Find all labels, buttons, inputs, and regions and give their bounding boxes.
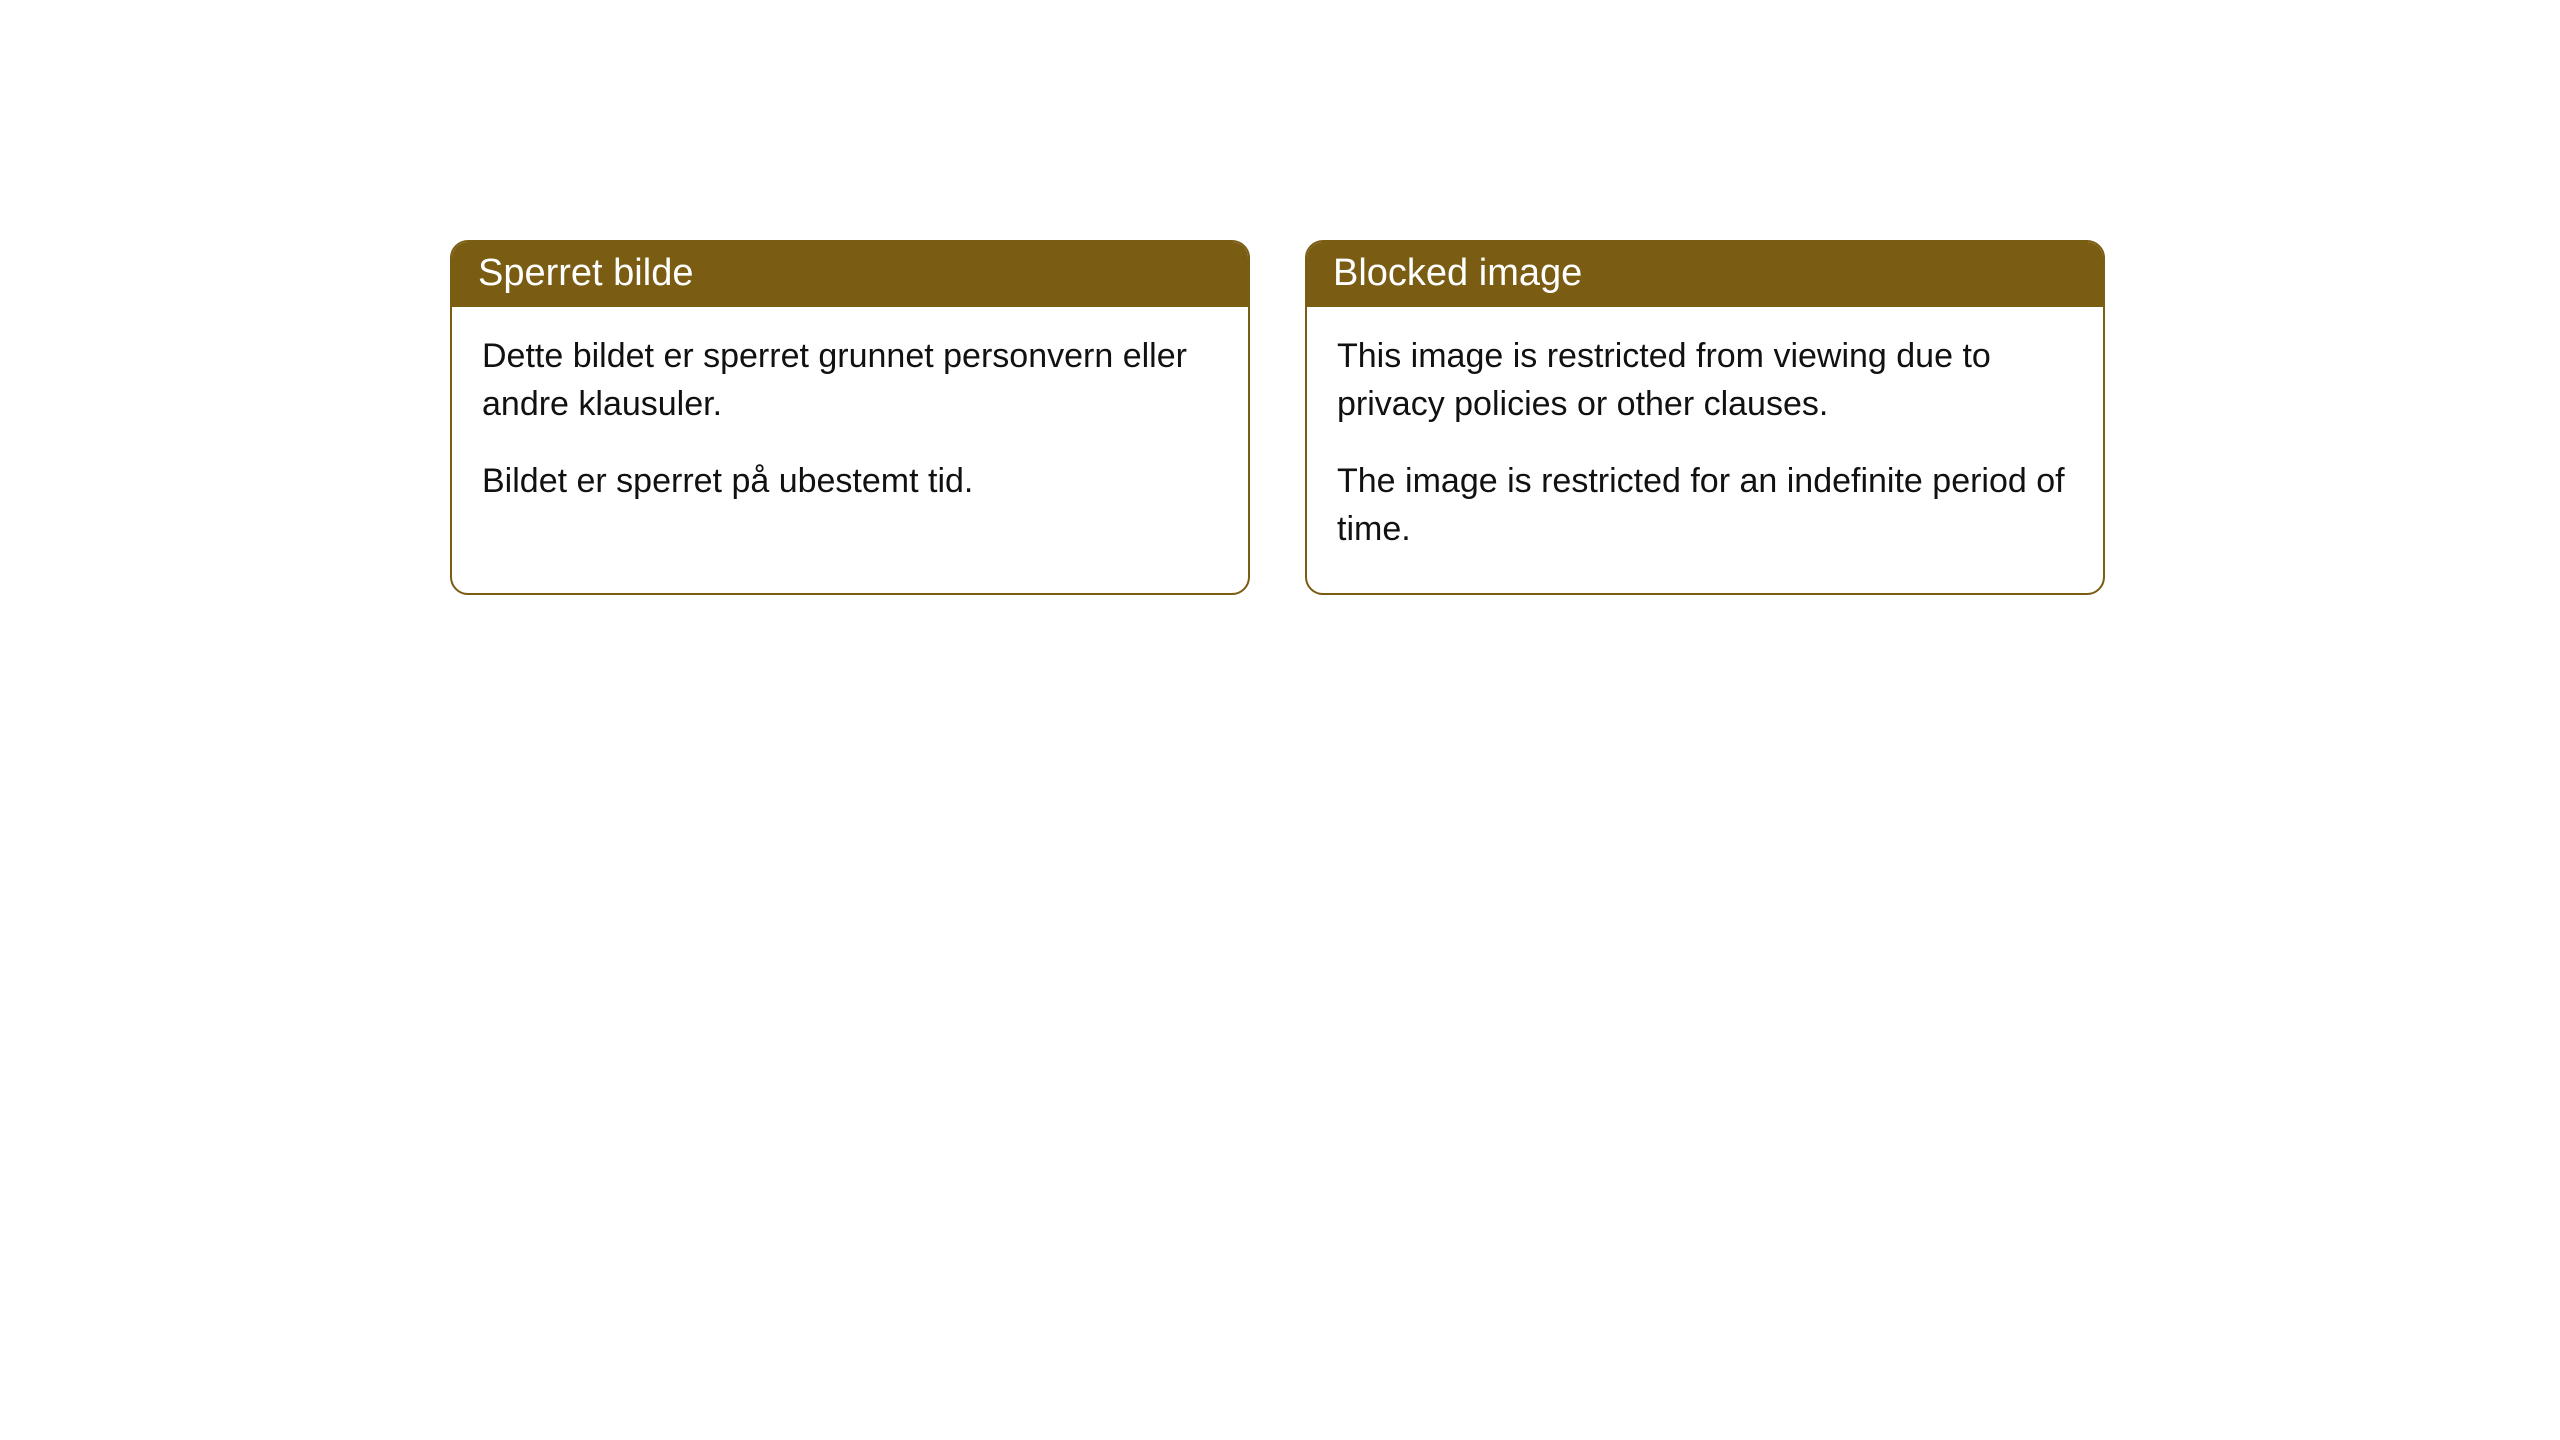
card-header: Blocked image xyxy=(1307,242,2103,307)
notice-paragraph: Bildet er sperret på ubestemt tid. xyxy=(482,458,1218,506)
notice-card-norwegian: Sperret bilde Dette bildet er sperret gr… xyxy=(450,240,1250,595)
card-body: This image is restricted from viewing du… xyxy=(1307,307,2103,593)
notice-paragraph: The image is restricted for an indefinit… xyxy=(1337,458,2073,553)
notice-container: Sperret bilde Dette bildet er sperret gr… xyxy=(0,0,2560,595)
notice-paragraph: This image is restricted from viewing du… xyxy=(1337,333,2073,428)
card-body: Dette bildet er sperret grunnet personve… xyxy=(452,307,1248,546)
notice-card-english: Blocked image This image is restricted f… xyxy=(1305,240,2105,595)
notice-paragraph: Dette bildet er sperret grunnet personve… xyxy=(482,333,1218,428)
card-header: Sperret bilde xyxy=(452,242,1248,307)
